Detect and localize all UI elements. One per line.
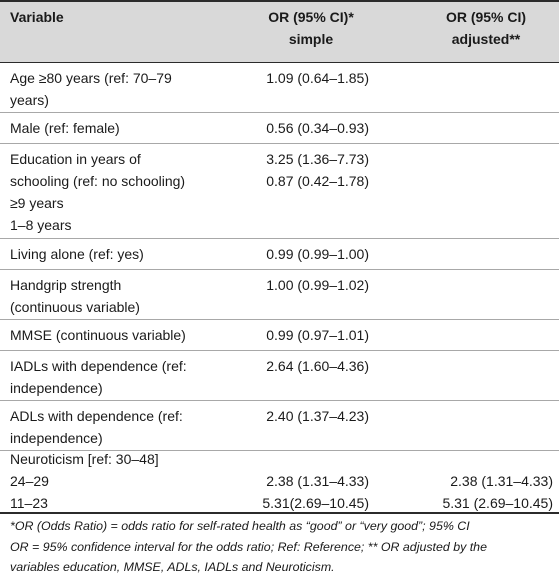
row-simple-or: 0.99 (0.99–1.00) bbox=[266, 246, 369, 262]
simple-line: 0.87 (0.42–1.78) bbox=[266, 173, 369, 189]
row-simple-or: 0.99 (0.97–1.01) bbox=[266, 327, 369, 343]
footnote-line: *OR (Odds Ratio) = odds ratio for self-r… bbox=[10, 519, 470, 533]
row-simple-or: 2.40 (1.37–4.23) bbox=[266, 408, 369, 424]
row-simple-or: 1.00 (0.99–1.02) bbox=[266, 277, 369, 293]
variable-line: schooling (ref: no schooling) bbox=[10, 173, 186, 189]
footnote-line: OR = 95% confidence interval for the odd… bbox=[10, 539, 487, 554]
variable-line: Handgrip strength bbox=[10, 277, 122, 293]
variable-line: 11–23 bbox=[10, 495, 48, 511]
adjusted-line: 2.38 (1.31–4.33) bbox=[450, 473, 553, 489]
header-simple: OR (95% CI)* simple bbox=[251, 6, 371, 50]
table-footnote: *OR (Odds Ratio) = odds ratio for self-r… bbox=[10, 516, 555, 578]
table-row: IADLs with dependence (ref: independence… bbox=[0, 351, 559, 401]
table-row: Male (ref: female) 0.56 (0.34–0.93) bbox=[0, 113, 559, 144]
table-row: ADLs with dependence (ref: independence)… bbox=[0, 401, 559, 451]
row-variable: Handgrip strength (continuous variable) bbox=[10, 274, 250, 318]
adjusted-line bbox=[442, 448, 553, 470]
table-row: Neuroticism [ref: 30–48] 24–29 11–23 2.3… bbox=[0, 451, 559, 512]
table-row: MMSE (continuous variable) 0.99 (0.97–1.… bbox=[0, 320, 559, 351]
variable-line: Education in years of bbox=[10, 151, 141, 167]
variable-line: Age ≥80 years (ref: 70–79 bbox=[10, 70, 172, 86]
variable-line: (continuous variable) bbox=[10, 299, 140, 315]
row-variable: Age ≥80 years (ref: 70–79 years) bbox=[10, 67, 250, 111]
variable-line: ≥9 years bbox=[10, 195, 64, 211]
simple-line: 5.31(2.69–10.45) bbox=[262, 495, 369, 511]
adjusted-line: 5.31 (2.69–10.45) bbox=[442, 495, 553, 511]
header-simple-line2: simple bbox=[288, 31, 334, 47]
row-variable: Male (ref: female) bbox=[10, 120, 120, 136]
table-row: Age ≥80 years (ref: 70–79 years) 1.09 (0… bbox=[0, 63, 559, 113]
row-variable: MMSE (continuous variable) bbox=[10, 327, 186, 343]
row-adjusted-or: 2.38 (1.31–4.33) 5.31 (2.69–10.45) bbox=[442, 448, 553, 514]
variable-line: 24–29 bbox=[10, 473, 49, 489]
header-adjusted-line1: OR (95% CI) bbox=[445, 9, 527, 25]
row-simple-or: 1.09 (0.64–1.85) bbox=[266, 70, 369, 86]
table-bottom-rule bbox=[0, 512, 559, 514]
header-adjusted: OR (95% CI) adjusted** bbox=[416, 6, 556, 50]
table-row: Living alone (ref: yes) 0.99 (0.99–1.00) bbox=[0, 239, 559, 270]
header-simple-line1: OR (95% CI)* bbox=[268, 9, 354, 25]
row-variable: ADLs with dependence (ref: independence) bbox=[10, 405, 250, 449]
variable-line: 1–8 years bbox=[10, 217, 72, 233]
footnote-line: variables education, MMSE, ADLs, IADLs a… bbox=[10, 560, 335, 574]
variable-line: IADLs with dependence (ref: bbox=[10, 358, 187, 374]
simple-line bbox=[262, 448, 369, 470]
row-simple-or: 3.25 (1.36–7.73) 0.87 (0.42–1.78) bbox=[266, 148, 369, 192]
simple-line: 2.38 (1.31–4.33) bbox=[266, 473, 369, 489]
row-variable: Living alone (ref: yes) bbox=[10, 246, 144, 262]
row-simple-or: 0.56 (0.34–0.93) bbox=[266, 120, 369, 136]
table-header: Variable OR (95% CI)* simple OR (95% CI)… bbox=[0, 0, 559, 63]
row-variable: Education in years of schooling (ref: no… bbox=[10, 148, 250, 236]
simple-line: 3.25 (1.36–7.73) bbox=[266, 151, 369, 167]
variable-line: independence) bbox=[10, 380, 103, 396]
table-row: Handgrip strength (continuous variable) … bbox=[0, 270, 559, 320]
row-simple-or: 2.64 (1.60–4.36) bbox=[266, 358, 369, 374]
table-row: Education in years of schooling (ref: no… bbox=[0, 144, 559, 239]
row-variable: IADLs with dependence (ref: independence… bbox=[10, 355, 250, 399]
variable-line: independence) bbox=[10, 430, 103, 446]
variable-line: years) bbox=[10, 92, 49, 108]
variable-line: Neuroticism [ref: 30–48] bbox=[10, 451, 159, 467]
row-simple-or: 2.38 (1.31–4.33) 5.31(2.69–10.45) bbox=[262, 448, 369, 514]
header-variable: Variable bbox=[10, 9, 64, 25]
row-variable: Neuroticism [ref: 30–48] 24–29 11–23 bbox=[10, 448, 250, 514]
variable-line: ADLs with dependence (ref: bbox=[10, 408, 183, 424]
header-adjusted-line2: adjusted** bbox=[451, 31, 521, 47]
